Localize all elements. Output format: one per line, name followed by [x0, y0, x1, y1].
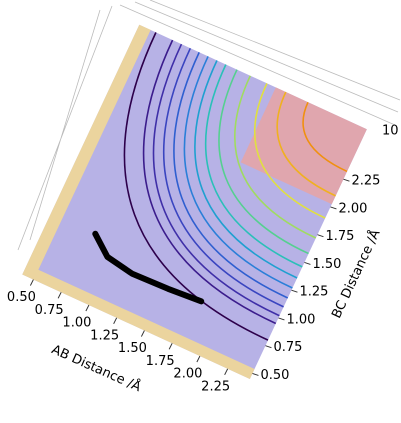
contour-line: [218, 69, 309, 255]
axes-box: [17, 0, 401, 251]
y-tick: [278, 317, 285, 321]
y-tick: [304, 261, 311, 265]
x-tick-label: 1.00: [62, 316, 91, 331]
x-tick-label: 1.50: [118, 341, 147, 356]
x-tick-label: 2.25: [201, 379, 230, 394]
x-tick: [140, 330, 145, 337]
y-tick-label: 0.75: [273, 340, 302, 355]
contour-line: [194, 60, 298, 279]
x-tick: [85, 304, 90, 312]
y-tick-label: 1.75: [325, 229, 354, 244]
x-tick: [224, 368, 229, 376]
x-tick-label: 0.50: [7, 290, 36, 305]
trajectory: [92, 230, 205, 305]
contour-line: [142, 39, 277, 325]
contour-line: [123, 32, 269, 341]
contour-line: [183, 55, 293, 289]
contour-line: [302, 101, 348, 173]
contour-line: [276, 91, 336, 197]
contour-line: [173, 51, 289, 299]
high-energy-region: [240, 87, 367, 205]
contour-line: [234, 75, 317, 239]
y-tick-label: 1.50: [312, 257, 341, 272]
surface-edge: [22, 24, 255, 379]
x-tick-label: 0.75: [35, 303, 64, 318]
y-tick: [317, 234, 324, 238]
y-tick: [291, 289, 298, 293]
y-tick-label: 2.00: [338, 201, 367, 216]
y-tick-label: 2.25: [351, 174, 380, 189]
y-tick-label: 1.00: [286, 312, 315, 327]
contour-line: [204, 64, 303, 268]
y-tick: [330, 206, 337, 210]
y-tick: [252, 372, 259, 376]
x-tick: [57, 292, 62, 299]
y-tick: [265, 345, 272, 349]
y-tick-label: 1.25: [299, 285, 328, 300]
y-tick-label: 0.50: [260, 368, 289, 383]
contour-line: [162, 47, 284, 308]
y-tick: [343, 178, 350, 182]
x-tick-label: 1.25: [90, 328, 119, 343]
x-tick: [196, 355, 201, 363]
x-tick-label: 2.00: [173, 367, 202, 382]
contours: [92, 32, 348, 341]
z-tick-label: 10: [382, 124, 399, 139]
contour-line: [152, 43, 280, 317]
x-tick-label: 1.75: [146, 354, 175, 369]
x-tick: [168, 343, 173, 350]
contour-line: [253, 83, 326, 219]
x-tick: [113, 317, 118, 325]
x-tick: [29, 279, 34, 286]
